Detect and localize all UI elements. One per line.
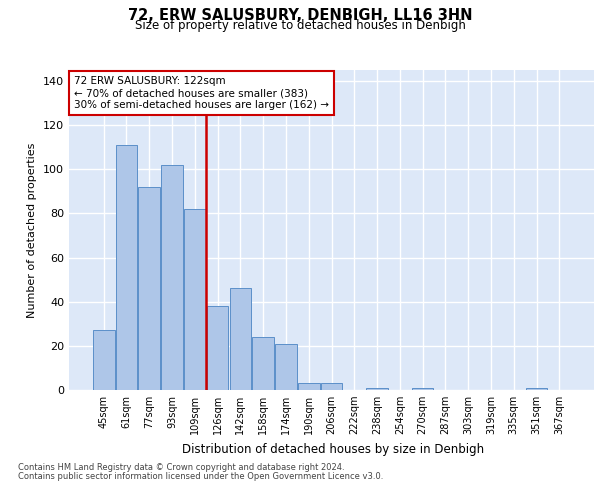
Bar: [412, 388, 433, 390]
Text: 72, ERW SALUSBURY, DENBIGH, LL16 3HN: 72, ERW SALUSBURY, DENBIGH, LL16 3HN: [128, 8, 472, 22]
Text: 72 ERW SALUSBURY: 122sqm
← 70% of detached houses are smaller (383)
30% of semi-: 72 ERW SALUSBURY: 122sqm ← 70% of detach…: [74, 76, 329, 110]
Bar: [253, 337, 274, 390]
Bar: [161, 165, 183, 390]
Bar: [366, 388, 388, 390]
Bar: [139, 187, 160, 390]
Bar: [93, 330, 115, 390]
Text: Contains HM Land Registry data © Crown copyright and database right 2024.: Contains HM Land Registry data © Crown c…: [18, 464, 344, 472]
Bar: [184, 209, 206, 390]
Text: Distribution of detached houses by size in Denbigh: Distribution of detached houses by size …: [182, 442, 484, 456]
Text: Size of property relative to detached houses in Denbigh: Size of property relative to detached ho…: [134, 18, 466, 32]
Bar: [526, 388, 547, 390]
Bar: [230, 288, 251, 390]
Bar: [275, 344, 297, 390]
Bar: [320, 384, 343, 390]
Y-axis label: Number of detached properties: Number of detached properties: [28, 142, 37, 318]
Bar: [298, 384, 320, 390]
Bar: [207, 306, 229, 390]
Text: Contains public sector information licensed under the Open Government Licence v3: Contains public sector information licen…: [18, 472, 383, 481]
Bar: [116, 145, 137, 390]
